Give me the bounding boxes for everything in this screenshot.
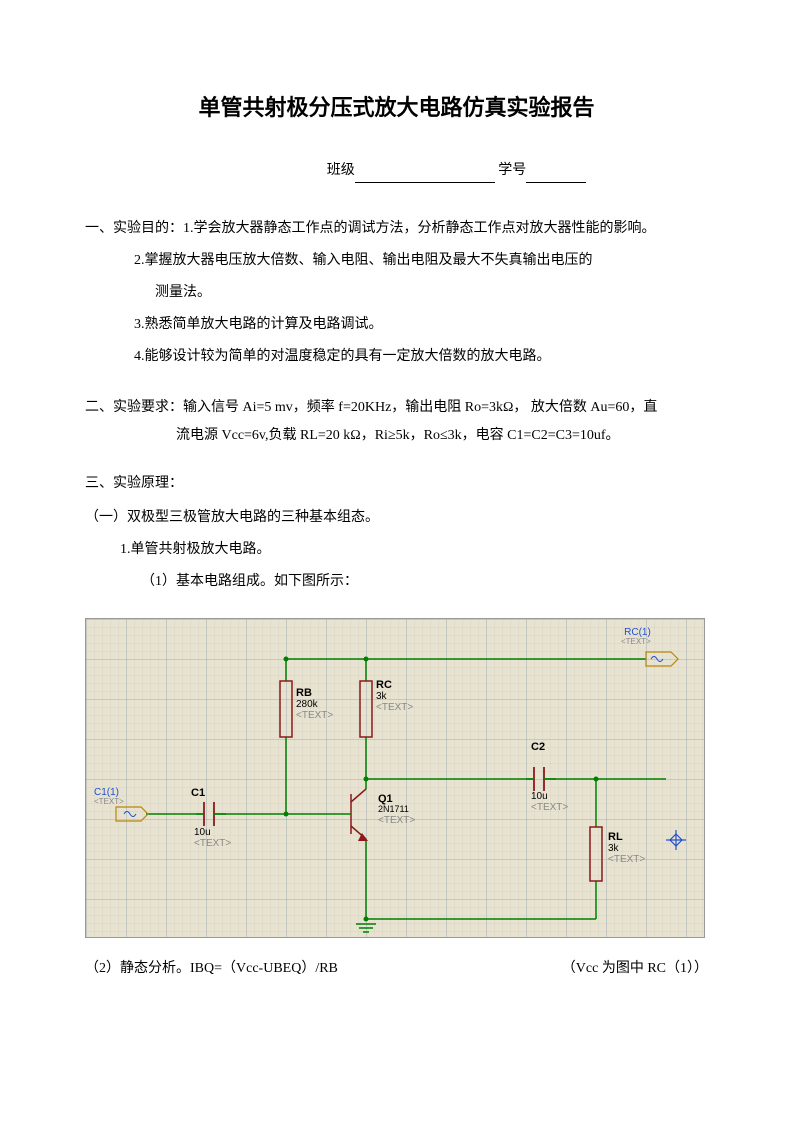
label-q1: Q1 2N1711 <TEXT> [378, 793, 415, 826]
class-blank [355, 169, 495, 183]
label-input: C1(1) <TEXT> [94, 787, 124, 807]
sec3-sub1: （一）双极型三极管放大电路的三种基本组态。 [85, 502, 708, 534]
id-blank [526, 169, 586, 183]
sec1-p4: 4.能够设计较为简单的对温度稳定的具有一定放大倍数的放大电路。 [85, 341, 708, 373]
label-rb: RB 280k <TEXT> [296, 687, 333, 721]
section-3: 三、实验原理： （一）双极型三极管放大电路的三种基本组态。 1.单管共射极放大电… [85, 468, 708, 599]
section-2: 二、实验要求：输入信号 Ai=5 mv，频率 f=20KHz，输出电阻 Ro=3… [85, 394, 708, 450]
class-label: 班级 [327, 163, 355, 178]
sec1-p2b: 测量法。 [85, 277, 708, 309]
sec1-head: 一、实验目的：1.学会放大器静态工作点的调试方法，分析静态工作点对放大器性能的影… [85, 213, 708, 245]
sec3-p1a: （1）基本电路组成。如下图所示： [85, 566, 708, 598]
label-c1: C1 [191, 787, 205, 799]
sec1-p2: 2.掌握放大器电压放大倍数、输入电阻、输出电阻及最大不失真输出电压的 [85, 245, 708, 277]
label-output: RC(1) <TEXT> [621, 627, 651, 647]
analysis-row: （2）静态分析。IBQ=（Vcc-UBEQ）/RB （Vcc 为图中 RC（1）… [85, 958, 708, 980]
sec2-cont: 流电源 Vcc=6v,负载 RL=20 kΩ，Ri≥5k，Ro≤3k，电容 C1… [85, 422, 708, 450]
page-title: 单管共射极分压式放大电路仿真实验报告 [85, 90, 708, 125]
circuit-svg [86, 619, 705, 938]
label-rl: RL 3k <TEXT> [608, 831, 645, 865]
label-c2-val: 10u <TEXT> [531, 791, 568, 813]
sec3-p1: 1.单管共射极放大电路。 [85, 534, 708, 566]
analysis-left: （2）静态分析。IBQ=（Vcc-UBEQ）/RB [85, 958, 338, 980]
circuit-diagram: RB 280k <TEXT> RC 3k <TEXT> C1 10u <TEXT… [85, 618, 705, 938]
analysis-right: （Vcc 为图中 RC（1）） [562, 958, 708, 980]
sec1-p3: 3.熟悉简单放大电路的计算及电路调试。 [85, 309, 708, 341]
label-c2: C2 [531, 741, 545, 753]
id-label: 学号 [498, 163, 526, 178]
sec3-head: 三、实验原理： [85, 468, 708, 500]
sec2-head: 二、实验要求：输入信号 Ai=5 mv，频率 f=20KHz，输出电阻 Ro=3… [85, 394, 708, 422]
section-1: 一、实验目的：1.学会放大器静态工作点的调试方法，分析静态工作点对放大器性能的影… [85, 213, 708, 374]
form-line: 班级 学号 [85, 160, 708, 182]
label-c1-val: 10u <TEXT> [194, 827, 231, 849]
label-rc: RC 3k <TEXT> [376, 679, 413, 713]
